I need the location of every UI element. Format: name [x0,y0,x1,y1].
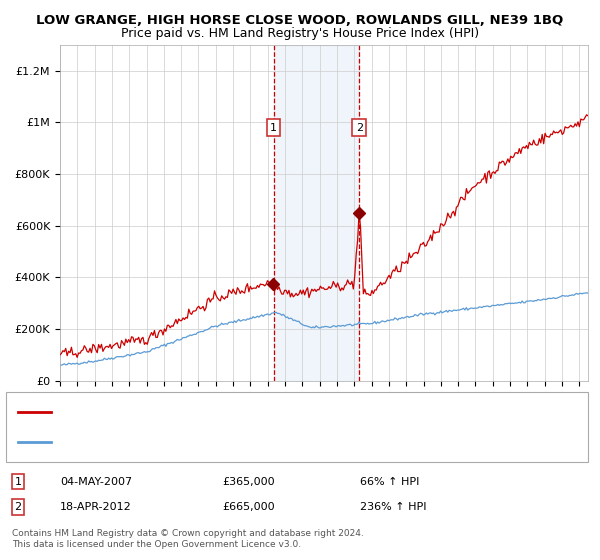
Text: 2: 2 [356,123,363,133]
Text: Price paid vs. HM Land Registry's House Price Index (HPI): Price paid vs. HM Land Registry's House … [121,27,479,40]
Text: LOW GRANGE, HIGH HORSE CLOSE WOOD, ROWLANDS GILL, NE39 1BQ (detached house: LOW GRANGE, HIGH HORSE CLOSE WOOD, ROWLA… [60,407,523,417]
Text: 236% ↑ HPI: 236% ↑ HPI [360,502,427,512]
Text: £365,000: £365,000 [222,477,275,487]
Text: HPI: Average price, detached house, Gateshead: HPI: Average price, detached house, Gate… [60,437,310,447]
Text: 18-APR-2012: 18-APR-2012 [60,502,132,512]
Text: 04-MAY-2007: 04-MAY-2007 [60,477,132,487]
Text: 66% ↑ HPI: 66% ↑ HPI [360,477,419,487]
Text: 2: 2 [14,502,22,512]
Text: LOW GRANGE, HIGH HORSE CLOSE WOOD, ROWLANDS GILL, NE39 1BQ: LOW GRANGE, HIGH HORSE CLOSE WOOD, ROWLA… [37,14,563,27]
Text: Contains HM Land Registry data © Crown copyright and database right 2024.
This d: Contains HM Land Registry data © Crown c… [12,529,364,549]
Text: 1: 1 [14,477,22,487]
Bar [274,45,359,381]
Text: £665,000: £665,000 [222,502,275,512]
Text: 1: 1 [270,123,277,133]
